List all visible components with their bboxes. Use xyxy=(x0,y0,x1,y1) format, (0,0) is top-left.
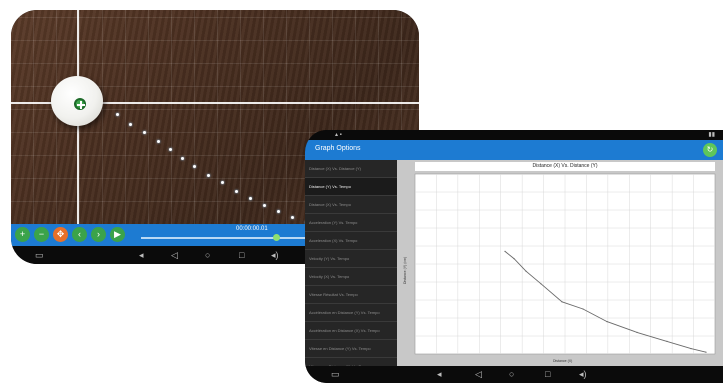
track-point xyxy=(157,140,160,143)
data-point xyxy=(705,351,707,353)
track-point xyxy=(263,204,266,207)
android-nav-bar-2: ▭ ◂ ◁ ○ □ ◂) xyxy=(305,366,723,383)
sidebar-item[interactable]: Acceleration (Y) Vs. Tempo xyxy=(305,214,397,232)
x-axis-label: Distance (X) xyxy=(553,359,572,363)
crosshair-target-icon[interactable] xyxy=(74,98,86,110)
track-point xyxy=(169,148,172,151)
volume-up-icon-2[interactable]: ◂) xyxy=(579,369,587,379)
volume-down-icon-2[interactable]: ◂ xyxy=(437,369,442,379)
track-point xyxy=(221,181,224,184)
data-point xyxy=(636,331,638,333)
app-title: Graph Options xyxy=(315,145,361,152)
zoom-out-icon[interactable]: − xyxy=(34,227,49,242)
data-point xyxy=(606,321,608,323)
data-point xyxy=(513,258,515,260)
back-icon-2[interactable]: ◁ xyxy=(475,369,482,379)
video-timestamp: 00:00:00.01 xyxy=(236,226,268,232)
play-icon[interactable]: ▶ xyxy=(110,227,125,242)
screenshot-icon-2[interactable]: ▭ xyxy=(331,369,340,379)
line-chart[interactable]: Distance (Y) (cm) Distance (X) xyxy=(397,160,723,366)
sidebar-item[interactable]: Distance (X) Vs. Distance (Y) xyxy=(305,160,397,178)
y-axis-label: Distance (Y) (cm) xyxy=(403,257,407,284)
battery-icon: ▮▮ xyxy=(708,132,715,138)
track-point xyxy=(116,113,119,116)
chart-panel: Distance (X) Vs. Distance (Y) Distance (… xyxy=(397,160,723,366)
timeline-handle[interactable] xyxy=(273,234,280,241)
data-point xyxy=(582,308,584,310)
volume-down-icon[interactable]: ◂ xyxy=(139,250,144,260)
track-point xyxy=(277,210,280,213)
data-point xyxy=(504,250,506,252)
sidebar-item[interactable]: Accélération en Distance (X) Vs. Tempo xyxy=(305,322,397,340)
volume-up-icon[interactable]: ◂) xyxy=(271,250,279,260)
step-forward-icon[interactable]: › xyxy=(91,227,106,242)
back-icon[interactable]: ◁ xyxy=(171,250,178,260)
screenshot-icon[interactable]: ▭ xyxy=(35,250,44,260)
sidebar-item[interactable]: Distance (Y) Vs. Tempo xyxy=(305,178,397,196)
data-point xyxy=(561,301,563,303)
home-icon[interactable]: ○ xyxy=(205,250,211,260)
sidebar-item[interactable]: Acceleration (X) Vs. Tempo xyxy=(305,232,397,250)
recents-icon-2[interactable]: □ xyxy=(545,369,551,379)
zoom-in-icon[interactable]: + xyxy=(15,227,30,242)
track-point xyxy=(235,190,238,193)
track-point xyxy=(291,216,294,219)
track-point xyxy=(181,157,184,160)
recents-icon[interactable]: □ xyxy=(239,250,245,260)
graph-tablet: ▴ ▪ ▮▮ Graph Options ↻ Distance (X) Vs. … xyxy=(305,130,723,383)
axis-horizontal-line[interactable] xyxy=(11,102,419,104)
track-point xyxy=(143,131,146,134)
sidebar-item[interactable]: Velocity (Y) Vs. Tempo xyxy=(305,250,397,268)
app-bar: Graph Options ↻ xyxy=(305,140,723,160)
data-point xyxy=(525,270,527,272)
graph-type-list: Distance (X) Vs. Distance (Y) Distance (Y… xyxy=(305,160,397,383)
track-point xyxy=(207,174,210,177)
home-icon-2[interactable]: ○ xyxy=(509,369,515,379)
sidebar-item[interactable]: Distance (X) Vs. Tempo xyxy=(305,196,397,214)
data-point xyxy=(690,348,692,350)
track-point xyxy=(129,123,132,126)
status-bar: ▴ ▪ ▮▮ xyxy=(305,130,723,140)
sidebar-item[interactable]: Vitesse Résultat Vs. Tempo xyxy=(305,286,397,304)
track-point xyxy=(249,197,252,200)
track-point xyxy=(193,165,196,168)
chart-title: Distance (X) Vs. Distance (Y) xyxy=(415,162,715,171)
refresh-icon[interactable]: ↻ xyxy=(703,143,717,157)
sidebar-item[interactable]: Vitesse en Distance (Y) Vs. Tempo xyxy=(305,340,397,358)
expand-icon[interactable]: ✥ xyxy=(53,227,68,242)
data-point xyxy=(540,283,542,285)
sidebar-item[interactable]: Velocity (X) Vs. Tempo xyxy=(305,268,397,286)
signal-icon: ▴ ▪ xyxy=(335,132,342,138)
step-back-icon[interactable]: ‹ xyxy=(72,227,87,242)
sidebar-item[interactable]: Accélération en Distance (Y) Vs. Tempo xyxy=(305,304,397,322)
data-point xyxy=(666,340,668,342)
